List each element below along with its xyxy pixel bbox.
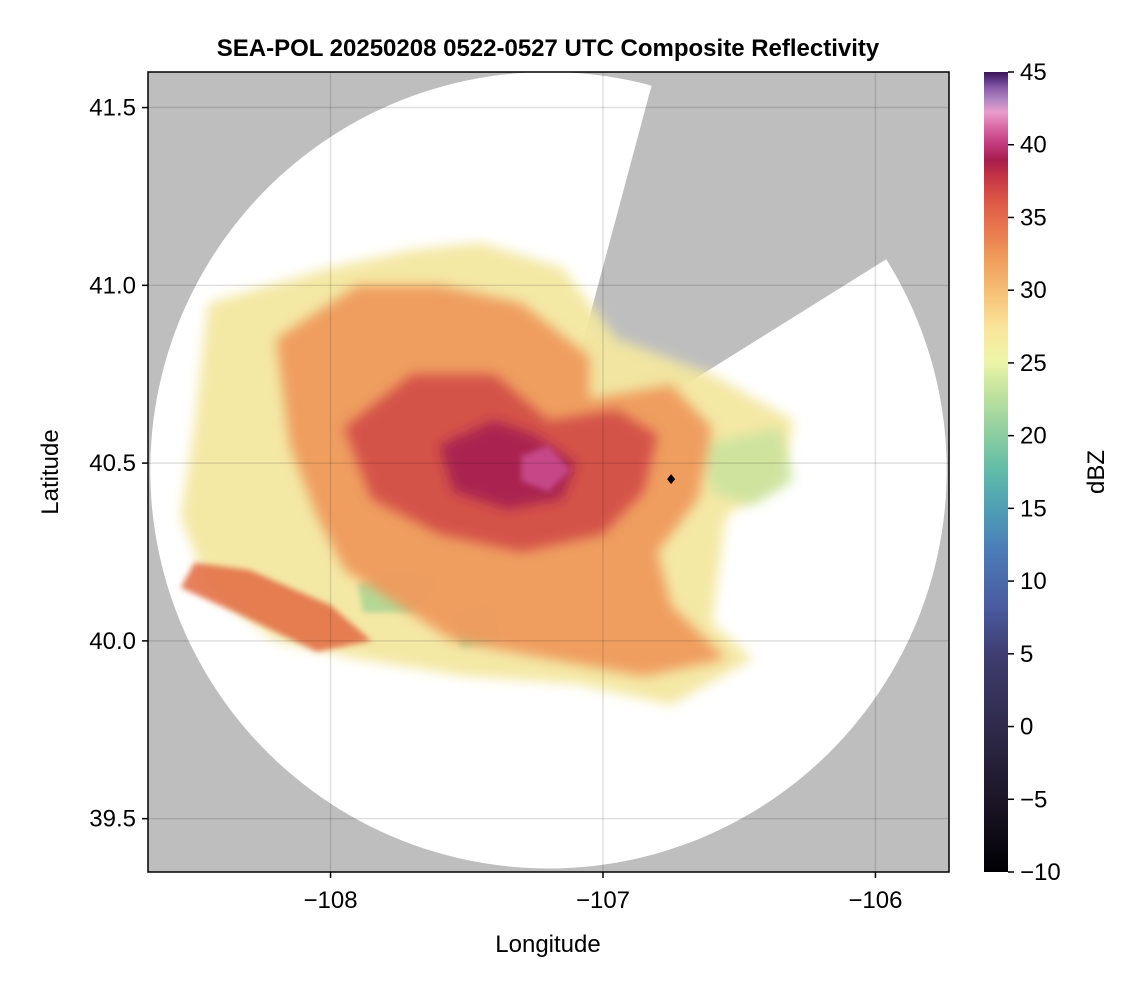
x-tick-label: −106 <box>848 887 902 914</box>
colorbar-tick-label: 20 <box>1020 423 1047 450</box>
colorbar-tick-label: 30 <box>1020 277 1047 304</box>
colorbar-tick-label: 25 <box>1020 350 1047 377</box>
colorbar-tick-label: 5 <box>1020 641 1033 668</box>
x-axis-ticks: −108 −107 −106 <box>304 872 902 914</box>
x-axis-label: Longitude <box>495 931 600 958</box>
y-axis-label: Latitude <box>37 429 64 514</box>
y-tick-label: 40.0 <box>89 628 136 655</box>
plot-area <box>148 72 949 872</box>
y-tick-label: 40.5 <box>89 450 136 477</box>
y-tick-label: 41.5 <box>89 95 136 122</box>
colorbar-tick-label: 0 <box>1020 714 1033 741</box>
colorbar-ticks: −10 −5 0 5 10 15 20 25 30 35 40 45 <box>1008 59 1061 886</box>
colorbar-tick-label: −10 <box>1020 859 1061 886</box>
colorbar-tick-label: −5 <box>1020 786 1047 813</box>
echo-peak <box>521 445 571 492</box>
colorbar-tick-label: 15 <box>1020 495 1047 522</box>
site-marker <box>667 474 676 485</box>
colorbar-tick-label: 45 <box>1020 59 1047 86</box>
chart-title: SEA-POL 20250208 0522-0527 UTC Composite… <box>217 35 880 62</box>
colorbar <box>984 72 1008 872</box>
echo-green-east <box>698 427 794 506</box>
grid-lines <box>148 72 949 872</box>
plot-frame <box>147 71 950 873</box>
colorbar-tick-label: 40 <box>1020 132 1047 159</box>
colorbar-tick-label: 35 <box>1020 204 1047 231</box>
y-tick-label: 39.5 <box>89 806 136 833</box>
y-axis-ticks: 39.5 40.0 40.5 41.0 41.5 <box>89 95 148 833</box>
x-tick-label: −107 <box>576 887 630 914</box>
y-tick-label: 41.0 <box>89 272 136 299</box>
reflectivity-field <box>180 242 794 705</box>
x-tick-label: −108 <box>304 887 358 914</box>
echo-orange-band <box>180 562 372 652</box>
colorbar-tick-label: 10 <box>1020 568 1047 595</box>
colorbar-label: dBZ <box>1083 450 1110 494</box>
